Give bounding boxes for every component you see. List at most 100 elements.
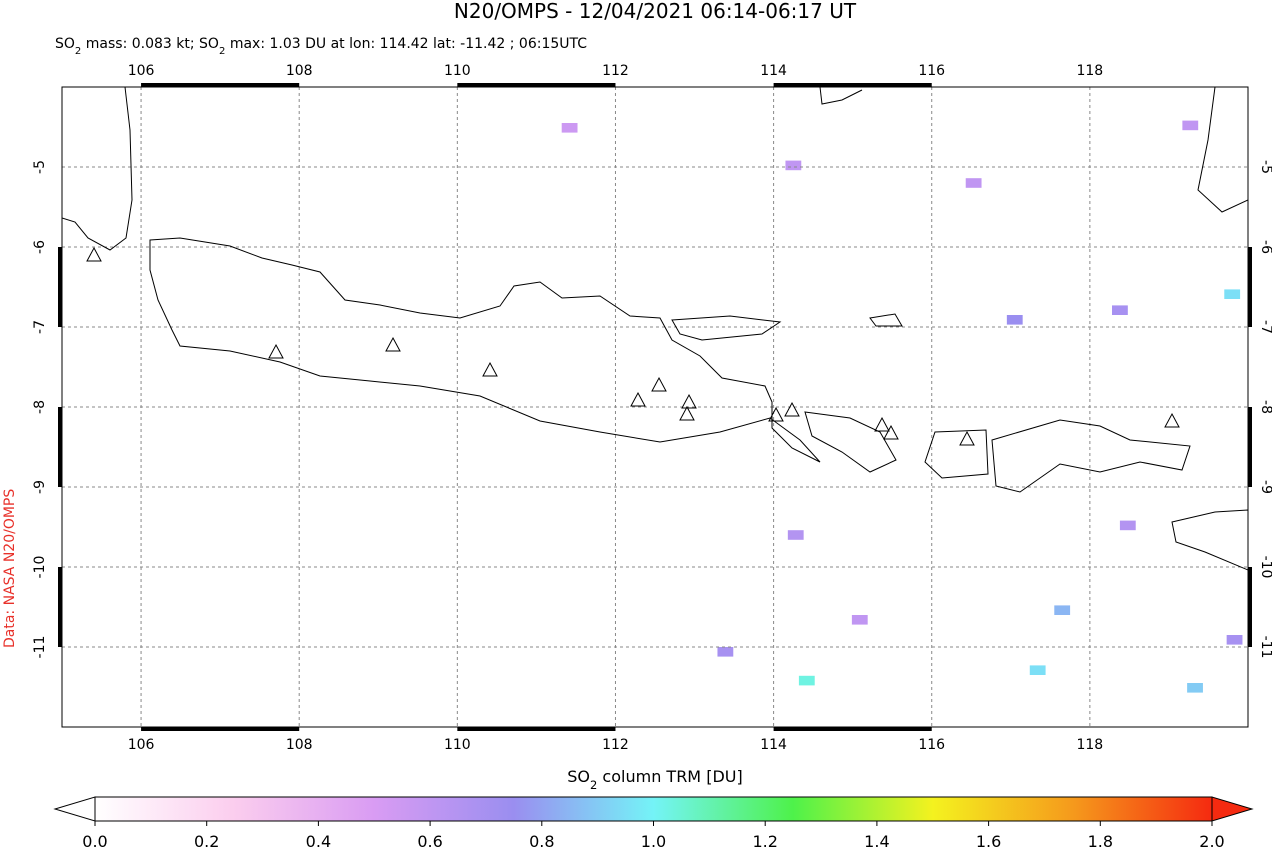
colorbar-tick-label: 0.2 bbox=[194, 832, 219, 851]
colorbar-tick-label: 1.0 bbox=[641, 832, 666, 851]
coastline bbox=[671, 315, 782, 341]
so2-pixel bbox=[1226, 635, 1243, 645]
x-tick-label: 112 bbox=[602, 63, 629, 79]
so2-pixel bbox=[1112, 305, 1128, 315]
pixel-layer bbox=[561, 120, 1243, 693]
y-tick-label: -11 bbox=[32, 636, 48, 659]
subscript: 2 bbox=[590, 778, 597, 792]
x-tick-label: 118 bbox=[1076, 737, 1103, 753]
so2-pixel bbox=[717, 647, 734, 657]
coastline bbox=[924, 429, 989, 479]
so2-pixel bbox=[561, 123, 578, 133]
colorbar-tick-label: 1.4 bbox=[864, 832, 889, 851]
text-part: SO bbox=[567, 767, 590, 786]
x-tick-label: 114 bbox=[760, 737, 787, 753]
y-tick-label: -10 bbox=[32, 556, 48, 579]
colorbar-over bbox=[1211, 796, 1254, 822]
y-tick-label: -5 bbox=[32, 160, 48, 174]
frame-bar bbox=[141, 727, 300, 731]
x-tick-label: 110 bbox=[444, 737, 471, 753]
x-tick-label: 108 bbox=[286, 737, 313, 753]
credit: Data: NASA N20/OMPS bbox=[2, 489, 18, 648]
subscript: 2 bbox=[75, 46, 81, 57]
chart-title: N20/OMPS - 12/04/2021 06:14-06:17 UT bbox=[454, 0, 857, 23]
colorbar-tick-label: 0.8 bbox=[529, 832, 554, 851]
so2-pixel bbox=[1187, 683, 1203, 693]
colorbar-tick-label: 2.0 bbox=[1199, 832, 1224, 851]
so2-pixel bbox=[1054, 605, 1071, 615]
frame-bar bbox=[58, 407, 62, 487]
so2-pixel bbox=[798, 675, 815, 686]
colorbar-under bbox=[53, 796, 96, 822]
y-tick-label: -9 bbox=[1258, 480, 1272, 494]
y-tick-label: -10 bbox=[1258, 556, 1272, 579]
x-tick-label: 112 bbox=[602, 737, 629, 753]
coastline bbox=[819, 87, 863, 105]
colorbar-tick-label: 1.2 bbox=[752, 832, 777, 851]
coastlines bbox=[62, 87, 1248, 571]
frame-bar bbox=[1248, 407, 1252, 487]
coastline bbox=[869, 313, 903, 327]
text-part: column TRM [DU] bbox=[597, 767, 742, 786]
colorbar-tick-label: 0.6 bbox=[417, 832, 442, 851]
so2-pixel bbox=[787, 530, 804, 540]
frame-bar bbox=[773, 727, 932, 731]
frame-bar bbox=[1248, 567, 1252, 647]
coastline bbox=[62, 87, 133, 251]
y-tick-label: -8 bbox=[32, 400, 48, 414]
coastline bbox=[149, 237, 821, 463]
colorbar-tick-label: 1.8 bbox=[1088, 832, 1113, 851]
grid bbox=[62, 87, 1248, 727]
subtitle: SO2 mass: 0.083 kt; SO2 max: 1.03 DU at … bbox=[55, 36, 587, 57]
frame-bar bbox=[773, 83, 932, 87]
coastline bbox=[1171, 509, 1248, 571]
y-tick-label: -9 bbox=[32, 480, 48, 494]
y-tick-label: -5 bbox=[1258, 160, 1272, 174]
so2-pixel bbox=[851, 615, 868, 625]
x-tick-label: 116 bbox=[918, 63, 945, 79]
x-tick-label: 106 bbox=[128, 63, 155, 79]
coastline bbox=[804, 411, 897, 473]
y-tick-label: -11 bbox=[1258, 636, 1272, 659]
coastline bbox=[1197, 87, 1248, 213]
x-tick-label: 106 bbox=[128, 737, 155, 753]
plot-border bbox=[61, 86, 1249, 728]
text-part: mass: 0.083 kt; SO bbox=[81, 36, 219, 52]
coastline bbox=[991, 419, 1191, 493]
frame-bar bbox=[457, 727, 616, 731]
x-tick-label: 110 bbox=[444, 63, 471, 79]
text-part: SO bbox=[55, 36, 75, 52]
frame bbox=[58, 83, 1252, 731]
so2-pixel bbox=[785, 160, 802, 171]
colorbar-tick-label: 1.6 bbox=[976, 832, 1001, 851]
frame-bar bbox=[457, 83, 616, 87]
y-tick-label: -6 bbox=[32, 240, 48, 254]
colorbar-tick-label: 0.4 bbox=[306, 832, 331, 851]
x-tick-label: 116 bbox=[918, 737, 945, 753]
y-tick-label: -7 bbox=[1258, 320, 1272, 334]
frame-bar bbox=[1248, 247, 1252, 327]
frame-bar bbox=[58, 247, 62, 327]
colorbar-gradient bbox=[94, 796, 1213, 822]
y-tick-label: -7 bbox=[32, 320, 48, 334]
so2-pixel bbox=[1224, 289, 1241, 299]
so2-pixel bbox=[1006, 315, 1023, 325]
so2-pixel bbox=[965, 178, 982, 188]
x-tick-label: 114 bbox=[760, 63, 787, 79]
subscript: 2 bbox=[219, 46, 225, 57]
plot-area bbox=[62, 87, 1248, 727]
y-tick-label: -6 bbox=[1258, 240, 1272, 254]
frame-bar bbox=[58, 567, 62, 647]
y-tick-label: -8 bbox=[1258, 400, 1272, 414]
text-part: max: 1.03 DU at lon: 114.42 lat: -11.42 … bbox=[225, 36, 587, 52]
plot-background bbox=[62, 87, 1248, 727]
x-tick-label: 108 bbox=[286, 63, 313, 79]
so2-pixel bbox=[1029, 665, 1046, 675]
so2-pixel bbox=[1119, 520, 1136, 531]
frame-bar bbox=[141, 83, 300, 87]
colorbar-label: SO2 column TRM [DU] bbox=[567, 767, 742, 792]
x-tick-label: 118 bbox=[1076, 63, 1103, 79]
colorbar: 0.0 0.2 0.4 0.6 0.8 1.0 1.2 1.4 1.6 1.8 2.0 bbox=[53, 796, 1254, 851]
so2-pixel bbox=[1182, 120, 1199, 131]
